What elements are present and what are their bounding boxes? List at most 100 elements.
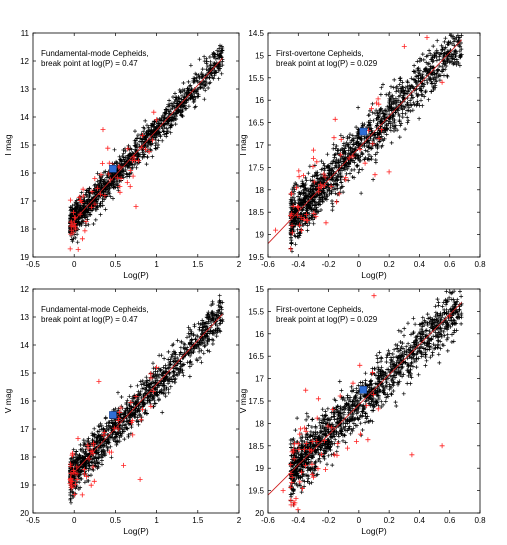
- x-tick-label: 0: [72, 260, 77, 269]
- scatter-point: [162, 129, 166, 134]
- y-tick-label: 16: [255, 96, 264, 105]
- break-point-marker: [109, 411, 117, 419]
- scatter-point: [160, 138, 165, 143]
- scatter-point: [167, 98, 172, 103]
- scatter-point: [83, 223, 88, 228]
- y-tick-label: 16: [20, 397, 29, 406]
- scatter-point: [164, 126, 169, 131]
- scatter-point: [79, 190, 84, 195]
- y-tick-label: 16.5: [248, 119, 264, 128]
- y-tick-label: 12: [20, 57, 29, 66]
- scatter-point: [215, 52, 220, 57]
- scatter-point: [149, 148, 154, 153]
- scatter-point: [141, 152, 146, 157]
- x-axis-label: Log(P): [361, 270, 387, 280]
- y-tick-label: 16: [20, 169, 29, 178]
- y-tick-label: 18: [20, 225, 29, 234]
- scatter-point: [68, 205, 73, 210]
- scatter-point: [204, 61, 209, 66]
- scatter-point: [102, 197, 107, 202]
- scatter-point: [146, 125, 151, 130]
- y-tick-label: 14: [20, 113, 29, 122]
- y-tick-label: 19: [20, 481, 29, 490]
- y-tick-label: 15.5: [248, 74, 264, 83]
- y-tick-label: 12: [20, 285, 29, 294]
- x-tick-label: 0.4: [414, 260, 426, 269]
- scatter-point: [68, 212, 73, 217]
- y-tick-label: 11: [21, 29, 30, 38]
- scatter-point: [75, 232, 80, 237]
- scatter-point: [123, 149, 128, 153]
- scatter-point: [145, 123, 149, 128]
- scatter-point: [142, 154, 147, 159]
- scatter-point: [75, 240, 80, 245]
- scatter-point: [188, 63, 193, 68]
- scatter-point: [87, 186, 92, 191]
- scatter-point: [205, 64, 210, 69]
- y-tick-label: 15: [255, 51, 264, 60]
- scatter-point: [95, 171, 100, 176]
- y-tick-label: 13: [20, 85, 29, 94]
- scatter-point: [216, 76, 221, 81]
- scatter-point: [137, 139, 142, 144]
- scatter-point: [198, 85, 203, 89]
- break-point-marker: [109, 165, 117, 173]
- scatter-point: [202, 54, 207, 59]
- x-axis-label: Log(P): [123, 526, 149, 536]
- scatter-point: [182, 101, 187, 106]
- annotation-line-2: break point at log(P) = 0.029: [276, 59, 378, 68]
- scatter-point: [186, 104, 191, 109]
- scatter-point: [133, 129, 137, 134]
- scatter-point: [192, 76, 197, 81]
- scatter-point: [145, 149, 150, 153]
- x-tick-label: 1: [154, 516, 159, 525]
- scatter-point: [134, 165, 139, 170]
- annotation-line-1: First-overtone Cepheids,: [276, 49, 364, 58]
- x-tick-label: 1: [154, 260, 159, 269]
- scatter-point: [184, 106, 189, 111]
- scatter-point: [215, 48, 220, 53]
- scatter-point: [203, 88, 208, 93]
- scatter-point: [186, 79, 191, 84]
- scatter-point: [121, 151, 126, 156]
- scatter-point: [173, 91, 177, 96]
- x-tick-label: 2: [237, 260, 242, 269]
- scatter-point: [219, 71, 224, 76]
- scatter-point: [206, 86, 211, 90]
- scatter-point: [138, 136, 143, 141]
- annotation-line-2: break point at log(P) = 0.47: [41, 315, 138, 324]
- annotation-line-2: break point at log(P) = 0.47: [41, 59, 138, 68]
- y-tick-label: 19.5: [248, 253, 264, 262]
- scatter-point: [220, 63, 225, 68]
- scatter-point: [150, 154, 155, 159]
- y-tick-label: 14: [20, 341, 29, 350]
- break-point-marker: [359, 127, 368, 136]
- scatter-point: [196, 86, 201, 91]
- y-tick-label: 18: [255, 186, 264, 195]
- scatter-point: [204, 76, 209, 81]
- y-tick-label: 15: [20, 141, 29, 150]
- y-tick-label: 19: [20, 253, 29, 262]
- y-axis-label: V mag: [3, 388, 13, 413]
- x-tick-label: 0: [72, 516, 77, 525]
- scatter-point: [202, 97, 207, 102]
- y-axis-label: I mag: [238, 134, 248, 156]
- scatter-point: [173, 95, 178, 100]
- scatter-point: [160, 126, 165, 131]
- y-tick-label: 19: [255, 231, 264, 240]
- y-tick-label: 17: [20, 425, 29, 434]
- y-tick-label: 14.5: [248, 29, 264, 38]
- x-tick-label: -0.2: [322, 260, 336, 269]
- scatter-point: [213, 56, 218, 61]
- scatter-point: [200, 67, 205, 72]
- y-tick-label: 15: [20, 369, 29, 378]
- y-tick-label: 20: [20, 509, 29, 518]
- scatter-point: [187, 84, 192, 89]
- x-tick-label: 1.5: [192, 516, 204, 525]
- scatter-point: [197, 76, 202, 81]
- scatter-point: [166, 109, 171, 113]
- scatter-point: [120, 154, 125, 158]
- scatter-point: [170, 104, 175, 109]
